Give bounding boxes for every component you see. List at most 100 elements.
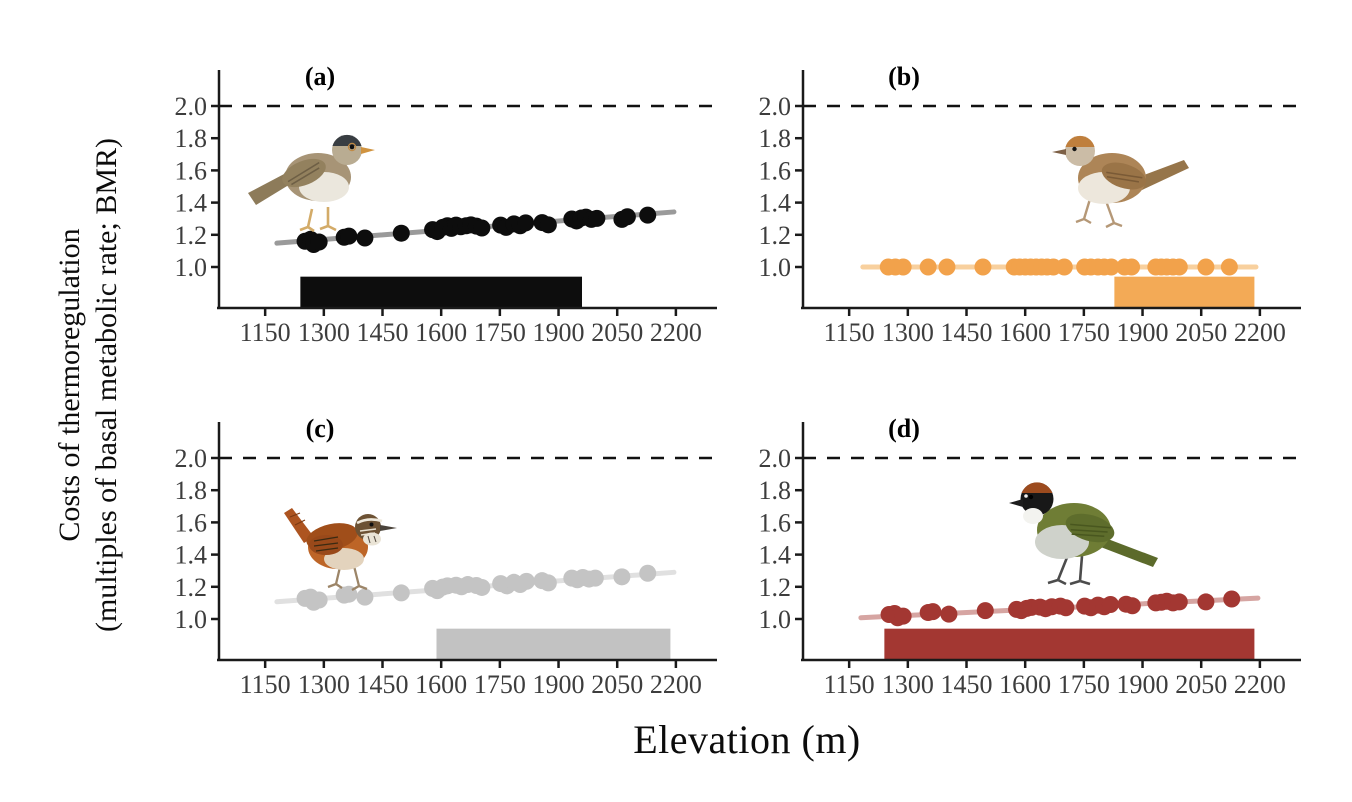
data-point	[517, 572, 535, 590]
y-tick-label: 2.0	[759, 444, 792, 473]
x-tick-label: 1750	[474, 670, 526, 699]
y-axis-title-line2: (multiples of basal metabolic rate; BMR)	[90, 137, 123, 633]
data-point	[1197, 258, 1215, 276]
x-tick-label: 2200	[1234, 318, 1286, 347]
data-point	[613, 568, 631, 586]
bird-illustration-d	[1009, 482, 1158, 586]
y-tick-label: 1.0	[759, 605, 792, 634]
data-point	[340, 227, 358, 245]
y-tick-label: 1.8	[175, 124, 208, 153]
data-point	[1101, 596, 1119, 614]
data-point	[539, 216, 557, 234]
data-point	[1223, 590, 1241, 608]
panel-label: (a)	[305, 62, 335, 91]
data-point	[310, 591, 328, 609]
data-point	[618, 208, 636, 226]
x-tick-label: 1450	[941, 318, 993, 347]
elevation-range-bar	[884, 628, 1255, 660]
x-tick-label: 2050	[591, 318, 643, 347]
elevation-range-bar	[300, 276, 583, 308]
y-tick-label: 1.6	[175, 156, 208, 185]
x-tick-label: 1900	[1117, 670, 1169, 699]
data-point	[1102, 258, 1120, 276]
x-tick-label: 1150	[240, 318, 291, 347]
x-tick-label: 1750	[1058, 318, 1110, 347]
y-tick-label: 1.2	[759, 573, 792, 602]
data-point	[1057, 599, 1075, 617]
data-point	[1170, 258, 1188, 276]
x-tick-label: 1300	[298, 670, 350, 699]
data-point	[392, 584, 410, 602]
data-point	[639, 564, 657, 582]
x-tick-label: 2050	[1175, 318, 1227, 347]
data-point	[938, 258, 956, 276]
x-tick-label: 1300	[882, 318, 934, 347]
y-tick-label: 1.8	[759, 476, 792, 505]
panel-label: (b)	[888, 62, 920, 91]
x-tick-label: 1900	[1117, 318, 1169, 347]
x-tick-label: 2200	[1234, 670, 1286, 699]
panel-d-plot-layer: 1.0 1.2 1.4 1.6 1.8 2.0 1150 1300 1450 1600 1750 19…	[759, 414, 1301, 699]
x-tick-label: 1450	[357, 670, 409, 699]
x-tick-label: 1600	[999, 670, 1051, 699]
data-point	[517, 214, 535, 232]
x-tick-label: 1300	[298, 318, 350, 347]
panel-a-plot-layer: 1.0 1.2 1.4 1.6 1.8 2.0 1150 1300 1450 1600 1750 19…	[175, 62, 717, 347]
panel-b-plot-layer: 1.0 1.2 1.4 1.6 1.8 2.0 1150 1300 1450 1600 1750 19…	[759, 62, 1301, 347]
x-tick-label: 2200	[650, 670, 702, 699]
data-point	[310, 233, 328, 251]
x-tick-label: 1600	[999, 318, 1051, 347]
y-tick-label: 1.6	[759, 508, 792, 537]
data-point	[940, 605, 958, 623]
y-tick-label: 2.0	[175, 92, 208, 121]
y-tick-label: 1.8	[175, 476, 208, 505]
y-tick-label: 1.8	[759, 124, 792, 153]
data-point	[924, 603, 942, 621]
x-axis-title: Elevation (m)	[633, 717, 861, 762]
data-point	[588, 209, 606, 227]
x-tick-label: 1150	[824, 318, 875, 347]
y-tick-label: 1.6	[759, 156, 792, 185]
elevation-range-bar	[1114, 276, 1255, 308]
panel-d-chart: 1.0 1.2 1.4 1.6 1.8 2.0 1150 1300 1450 1600 1750 19…	[759, 414, 1301, 699]
y-tick-label: 1.2	[759, 221, 792, 250]
data-point	[894, 607, 912, 625]
y-tick-label: 1.2	[175, 573, 208, 602]
y-tick-label: 1.0	[175, 605, 208, 634]
x-tick-label: 1150	[824, 670, 875, 699]
x-tick-label: 1750	[1058, 670, 1110, 699]
elevation-range-bar	[436, 628, 671, 660]
y-tick-label: 1.4	[759, 541, 792, 570]
data-point	[639, 206, 657, 224]
data-point	[586, 569, 604, 587]
panel-b-chart: 1.0 1.2 1.4 1.6 1.8 2.0 1150 1300 1450 1600 1750 19…	[759, 62, 1301, 347]
data-point	[356, 588, 374, 606]
x-tick-label: 2050	[591, 670, 643, 699]
panel-c-plot-layer: 1.0 1.2 1.4 1.6 1.8 2.0 1150 1300 1450 1600 1750 19…	[175, 414, 717, 699]
y-tick-label: 1.2	[175, 221, 208, 250]
data-point	[356, 229, 374, 247]
y-axis-title-line1: Costs of thermoregulation	[53, 228, 86, 542]
data-point	[1055, 258, 1073, 276]
y-tick-label: 1.4	[175, 541, 208, 570]
data-point	[1170, 593, 1188, 611]
data-point	[974, 258, 992, 276]
x-tick-label: 1450	[357, 318, 409, 347]
x-tick-label: 2050	[1175, 670, 1227, 699]
data-point	[976, 602, 994, 620]
x-tick-label: 1150	[240, 670, 291, 699]
y-tick-label: 1.0	[175, 253, 208, 282]
x-tick-label: 1900	[533, 318, 585, 347]
bird-illustration-c	[284, 508, 397, 591]
y-tick-label: 2.0	[175, 444, 208, 473]
data-point	[894, 258, 912, 276]
x-tick-label: 1750	[474, 318, 526, 347]
x-tick-label: 1900	[533, 670, 585, 699]
panel-a-chart: 1.0 1.2 1.4 1.6 1.8 2.0 1150 1300 1450 1600 1750 19…	[175, 62, 717, 347]
data-point	[539, 574, 557, 592]
data-point	[1220, 258, 1238, 276]
y-tick-label: 2.0	[759, 92, 792, 121]
data-point	[1123, 597, 1141, 615]
y-axis-title: Costs of thermoregulation (multiples of …	[51, 138, 125, 632]
